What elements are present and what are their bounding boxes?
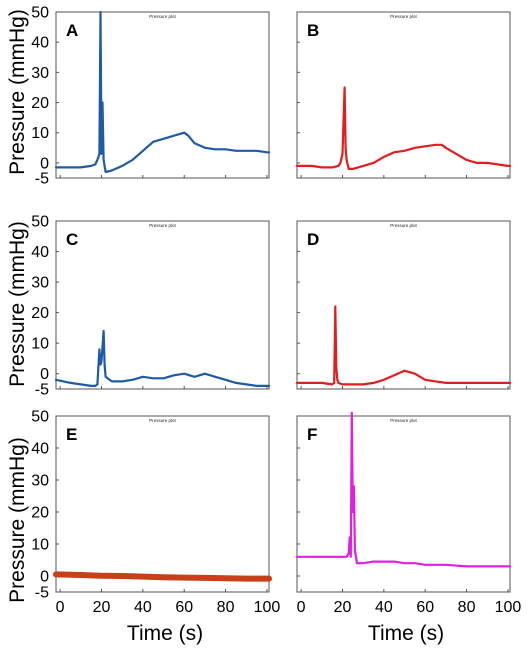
panel-f-xtick-label: 60 [416,599,434,616]
panel-e-ytick-label: 20 [31,505,49,522]
panel-a: Pressure plot A 50 40 30 20 10 0-5 [31,5,271,188]
panel-d-frame [296,220,511,390]
panel-f-xtick-label: 20 [334,599,352,616]
y-axis-label-row3: Pressure (mmHg) [6,437,29,603]
panel-a-frame [55,11,270,179]
panel-f-xtick-label: 40 [375,599,393,616]
panel-a-ytick-label: 10 [31,125,49,142]
panel-c-title: Pressure plot [149,223,176,228]
panel-e-xtick-label: 0 [56,599,65,616]
panel-c-letter: C [66,230,78,249]
panel-c-ytick-label: 0 [40,366,49,383]
panel-e-xtick-label: 40 [134,599,152,616]
panel-f-title: Pressure plot [390,418,417,423]
panel-f-xtick-label: 80 [458,599,476,616]
panel-b-series-line [295,86,512,170]
panel-a-ytick-label: -5 [35,171,49,188]
panel-a-title: Pressure plot [149,14,176,19]
panel-e-title: Pressure plot [149,418,176,423]
panel-f-letter: F [307,425,317,444]
panel-f-series-line [295,411,512,568]
panel-e-frame [55,415,270,593]
panel-a-ytick-label: 40 [31,35,49,52]
panel-c-ytick-label: -5 [35,382,49,399]
panel-c-ytick-label: 30 [31,275,49,292]
panel-f: Pressure plot F 0 20 40 60 80 100 [295,411,522,616]
panel-a-ytick-label: 20 [31,95,49,112]
panel-e-xtick-label: 100 [254,599,281,616]
panel-b-frame [296,11,511,179]
panel-b-letter: B [307,21,319,40]
panel-c-ytick-label: 50 [31,214,49,231]
panel-e-ytick-label: 50 [31,409,49,426]
panel-e-xtick-label: 80 [217,599,235,616]
panel-c-ytick-label: 40 [31,244,49,261]
panel-e-xtick-label: 20 [93,599,111,616]
panel-c: Pressure plot C 50 40 30 20 10 0-5 [31,214,271,399]
panel-d-letter: D [307,230,319,249]
panel-a-ytick-label: 30 [31,65,49,82]
panel-e-ytick-label: 40 [31,441,49,458]
panel-f-xtick-label: 0 [297,599,306,616]
y-axis-label-row1: Pressure (mmHg) [6,9,29,175]
panel-e-ytick-label: 0 [40,569,49,586]
panel-a-letter: A [66,21,78,40]
panel-e-ytick-label: 30 [31,473,49,490]
panel-c-ytick-label: 10 [31,336,49,353]
panel-e-series-line [53,571,272,582]
x-axis-label-left: Time (s) [127,622,203,645]
x-axis-label-right: Time (s) [368,622,444,645]
panel-d: Pressure plot D [295,220,512,390]
panel-a-series-line [54,10,271,174]
panel-e-ytick-label: 10 [31,537,49,554]
panel-f-xtick-label: 100 [495,599,522,616]
panel-c-frame [55,220,270,390]
panel-c-ytick-label: 20 [31,305,49,322]
panel-a-ytick-label: 50 [31,5,49,22]
panel-e-ytick-label: -5 [35,585,49,602]
panel-e-xtick-label: 60 [175,599,193,616]
panel-d-series-line [295,305,512,386]
panel-d-title: Pressure plot [390,223,417,228]
panel-b: Pressure plot B [295,11,512,179]
y-axis-label-row2: Pressure (mmHg) [6,221,29,387]
panel-a-ytick-label: 0 [40,155,49,172]
panel-b-title: Pressure plot [390,14,417,19]
panel-c-series-line [54,329,271,387]
panel-e-letter: E [66,425,77,444]
